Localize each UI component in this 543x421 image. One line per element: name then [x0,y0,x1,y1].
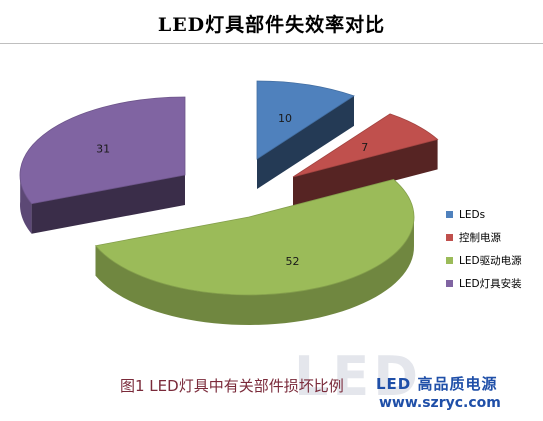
watermark-logo: LED [294,345,423,408]
legend-label: LED灯具安装 [459,278,522,290]
data-label-leds: 10 [278,112,292,125]
legend-swatch [446,234,453,241]
watermark-brand-url: www.szryc.com [379,395,501,411]
pie-slice-side-wall [31,175,185,234]
pie-slice-leds: 10 [256,80,355,189]
legend-item-control-power: 控制电源 [446,226,543,249]
pie-slice-fixture-install: 31 [19,96,186,234]
legend-swatch [446,257,453,264]
pie-slice-side-wall [257,95,354,189]
pie-slice-top [19,96,186,205]
pie-slice-top [94,178,415,296]
watermark-brand-name: LED 高品质电源 [376,375,498,393]
legend-item-leds: LEDs [446,203,543,226]
data-label-led-driver: 52 [286,255,300,268]
pie-slice-led-driver: 52 [94,178,415,325]
data-label-control-power: 7 [361,141,368,154]
legend-swatch [446,211,453,218]
pie-slice-top [292,113,439,178]
pie-slice-side-wall [293,139,438,207]
legend-swatch [446,280,453,287]
data-label-fixture-install: 31 [96,143,110,156]
pie-slice-rim [95,216,414,325]
title-divider [0,43,543,44]
chart-title: LED灯具部件失效率对比 [157,14,386,36]
pie-slice-top [256,80,355,160]
legend-label: LEDs [459,208,486,221]
figure-caption: 图1 LED灯具中有关部件损坏比例 [120,377,344,395]
pie-slice-rim [20,171,32,234]
legend-label: LED驱动电源 [459,255,522,267]
legend-item-fixture-install: LED灯具安装 [446,272,543,295]
legend-label: 控制电源 [459,232,501,244]
legend-item-led-driver: LED驱动电源 [446,249,543,272]
pie-slice-control-power: 7 [292,113,439,207]
legend: LEDs 控制电源 LED驱动电源 LED灯具安装 [446,203,543,295]
